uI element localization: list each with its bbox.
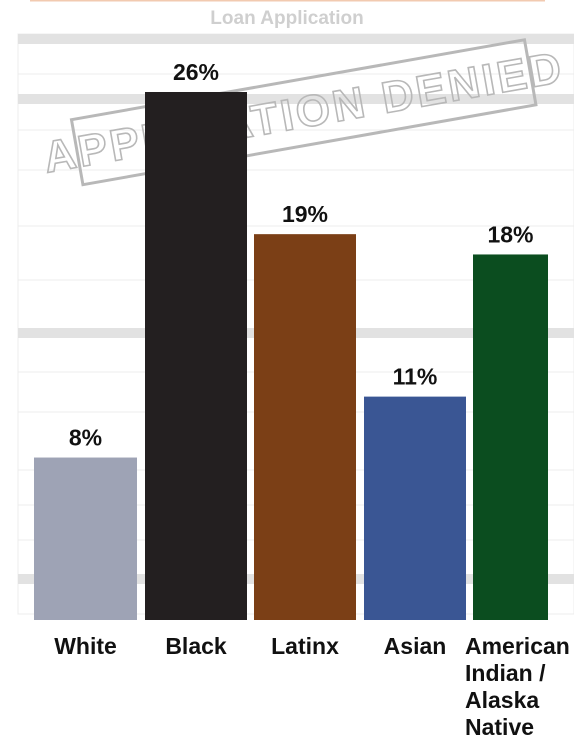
value-label: 26% bbox=[173, 59, 219, 85]
bar bbox=[254, 234, 356, 620]
x-tick-label: Asian bbox=[384, 633, 447, 659]
bar bbox=[34, 457, 137, 620]
value-label: 8% bbox=[69, 425, 102, 451]
x-tick-label: Black bbox=[165, 633, 227, 659]
x-tick-label: Latinx bbox=[271, 633, 339, 659]
stamp-border bbox=[69, 38, 538, 187]
x-tick-label: American Indian / Alaska Native bbox=[465, 633, 570, 740]
x-tick-label: White bbox=[54, 633, 117, 659]
bar bbox=[145, 92, 247, 620]
bar bbox=[364, 396, 466, 620]
value-label: 18% bbox=[487, 221, 533, 247]
value-label: 11% bbox=[393, 364, 438, 390]
background-title: Loan Application bbox=[210, 8, 363, 29]
bar bbox=[473, 254, 548, 620]
value-label: 19% bbox=[282, 201, 328, 227]
